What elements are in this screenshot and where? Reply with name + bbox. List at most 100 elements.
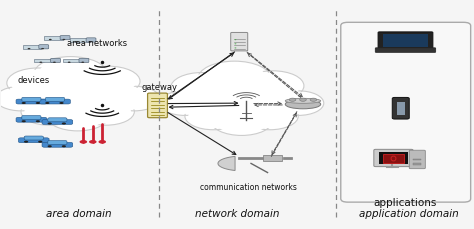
- Text: devices: devices: [18, 76, 50, 85]
- Text: application domain: application domain: [359, 209, 459, 219]
- FancyBboxPatch shape: [24, 136, 43, 140]
- Circle shape: [188, 104, 238, 128]
- Circle shape: [82, 68, 137, 95]
- FancyBboxPatch shape: [383, 34, 428, 47]
- Text: area domain: area domain: [46, 209, 111, 219]
- Circle shape: [231, 81, 281, 105]
- FancyBboxPatch shape: [63, 58, 82, 62]
- Circle shape: [7, 68, 69, 98]
- FancyBboxPatch shape: [412, 159, 421, 161]
- Circle shape: [36, 120, 40, 122]
- FancyBboxPatch shape: [48, 118, 67, 122]
- Circle shape: [185, 102, 242, 130]
- Circle shape: [171, 73, 233, 103]
- Circle shape: [35, 78, 120, 119]
- Circle shape: [50, 103, 105, 129]
- Circle shape: [34, 57, 108, 92]
- Text: communication networks: communication networks: [200, 183, 297, 192]
- Polygon shape: [218, 156, 235, 171]
- Circle shape: [59, 102, 64, 104]
- Circle shape: [47, 145, 52, 147]
- FancyBboxPatch shape: [42, 142, 73, 147]
- Text: area networks: area networks: [67, 39, 128, 48]
- Circle shape: [289, 98, 296, 101]
- FancyBboxPatch shape: [412, 163, 421, 165]
- Circle shape: [75, 41, 78, 42]
- Circle shape: [63, 39, 65, 40]
- Circle shape: [30, 76, 125, 121]
- Circle shape: [53, 62, 56, 63]
- Circle shape: [0, 86, 46, 111]
- Circle shape: [109, 86, 160, 111]
- Circle shape: [81, 100, 131, 124]
- Circle shape: [39, 62, 42, 63]
- FancyBboxPatch shape: [147, 93, 167, 118]
- Circle shape: [46, 101, 109, 131]
- Circle shape: [310, 98, 317, 101]
- FancyBboxPatch shape: [44, 36, 63, 40]
- Circle shape: [246, 73, 300, 99]
- Ellipse shape: [285, 100, 321, 109]
- Circle shape: [64, 74, 120, 102]
- Circle shape: [45, 102, 49, 104]
- Circle shape: [188, 77, 295, 129]
- Circle shape: [276, 92, 321, 114]
- Circle shape: [10, 70, 65, 96]
- Circle shape: [99, 140, 106, 144]
- Ellipse shape: [285, 98, 321, 103]
- FancyBboxPatch shape: [16, 99, 47, 104]
- Circle shape: [68, 62, 71, 63]
- Circle shape: [21, 98, 78, 125]
- FancyBboxPatch shape: [375, 48, 436, 52]
- FancyBboxPatch shape: [51, 58, 61, 63]
- Circle shape: [38, 59, 103, 90]
- FancyBboxPatch shape: [16, 117, 47, 122]
- Circle shape: [112, 88, 157, 109]
- Circle shape: [194, 80, 289, 126]
- Circle shape: [235, 47, 237, 48]
- FancyBboxPatch shape: [22, 115, 41, 120]
- Circle shape: [235, 43, 237, 44]
- FancyBboxPatch shape: [23, 45, 41, 49]
- Circle shape: [49, 39, 52, 40]
- Text: gateway: gateway: [142, 83, 178, 92]
- Circle shape: [202, 63, 267, 95]
- FancyBboxPatch shape: [18, 138, 49, 143]
- FancyBboxPatch shape: [341, 22, 471, 202]
- Circle shape: [38, 141, 42, 143]
- Circle shape: [0, 88, 44, 109]
- FancyBboxPatch shape: [35, 58, 53, 62]
- Circle shape: [89, 41, 91, 42]
- Circle shape: [163, 92, 207, 114]
- Circle shape: [214, 107, 269, 134]
- FancyBboxPatch shape: [46, 97, 64, 101]
- FancyBboxPatch shape: [383, 154, 404, 163]
- Circle shape: [242, 71, 304, 101]
- FancyBboxPatch shape: [392, 97, 409, 119]
- FancyBboxPatch shape: [22, 97, 41, 101]
- FancyBboxPatch shape: [48, 141, 67, 144]
- FancyBboxPatch shape: [378, 32, 433, 49]
- Circle shape: [89, 140, 97, 144]
- Circle shape: [22, 120, 26, 122]
- FancyBboxPatch shape: [60, 35, 70, 40]
- FancyBboxPatch shape: [86, 38, 96, 42]
- Circle shape: [24, 100, 74, 124]
- FancyBboxPatch shape: [409, 150, 425, 169]
- FancyBboxPatch shape: [70, 38, 89, 42]
- Circle shape: [80, 140, 87, 144]
- FancyBboxPatch shape: [79, 58, 89, 63]
- Circle shape: [245, 104, 295, 128]
- FancyBboxPatch shape: [231, 33, 248, 51]
- Circle shape: [159, 91, 210, 115]
- Text: network domain: network domain: [195, 209, 279, 219]
- Circle shape: [47, 123, 52, 125]
- FancyBboxPatch shape: [374, 149, 413, 167]
- Circle shape: [62, 123, 66, 125]
- Circle shape: [82, 62, 84, 63]
- Circle shape: [228, 79, 284, 106]
- Circle shape: [210, 105, 273, 135]
- Circle shape: [41, 48, 44, 49]
- Circle shape: [273, 91, 324, 115]
- Circle shape: [198, 61, 271, 97]
